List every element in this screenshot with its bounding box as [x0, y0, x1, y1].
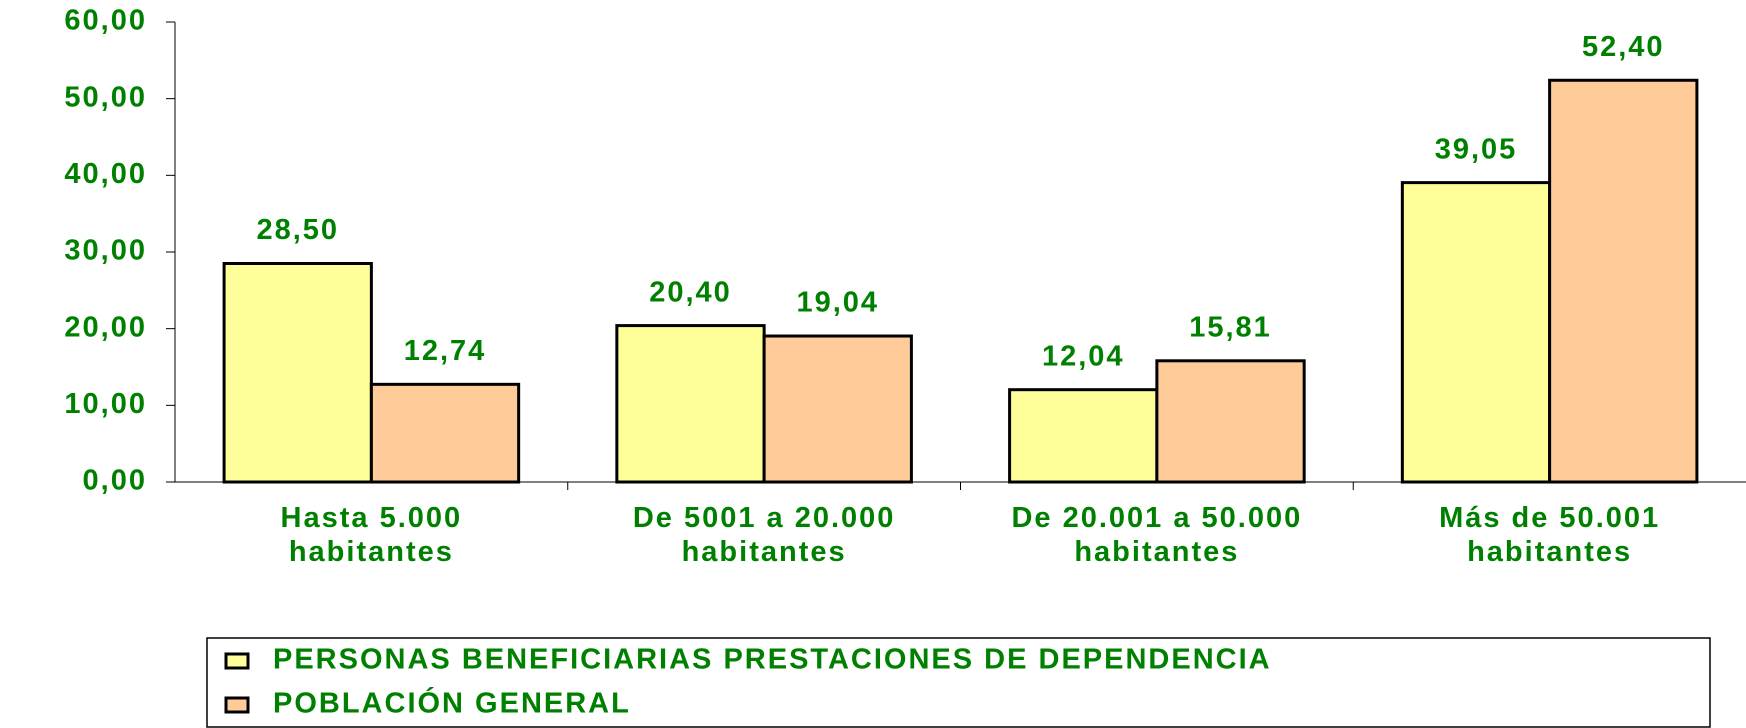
x-tick-label: De 5001 a 20.000 habitantes — [632, 502, 896, 568]
legend-label: PERSONAS BENEFICIARIAS PRESTACIONES DE D… — [273, 644, 1272, 676]
legend-box — [206, 637, 1711, 728]
bar — [222, 262, 373, 484]
bar — [1400, 181, 1552, 484]
bar — [369, 382, 521, 484]
value-label: 12,04 — [1042, 340, 1125, 372]
y-tick-label: 30,00 — [64, 235, 147, 267]
legend-label: POBLACIÓN GENERAL — [273, 686, 631, 720]
value-label: 52,40 — [1582, 31, 1665, 63]
bar — [1155, 359, 1306, 484]
legend-swatch — [224, 652, 250, 670]
value-label: 19,04 — [796, 287, 879, 319]
bar — [762, 334, 913, 484]
y-tick-label: 40,00 — [64, 158, 147, 190]
value-label: 12,74 — [404, 335, 487, 367]
y-tick-label: 0,00 — [83, 465, 147, 497]
value-label: 28,50 — [256, 214, 339, 246]
bar — [615, 324, 766, 484]
y-tick-label: 60,00 — [64, 5, 147, 37]
x-tick-label: Hasta 5.000 habitantes — [280, 502, 463, 568]
y-tick-label: 50,00 — [64, 81, 147, 113]
x-tick-label: Más de 50.001 habitantes — [1439, 502, 1661, 568]
y-tick-label: 20,00 — [64, 311, 147, 343]
y-tick-label: 10,00 — [64, 388, 147, 420]
bar — [1008, 388, 1159, 484]
legend-swatch — [224, 696, 250, 714]
value-label: 20,40 — [649, 276, 732, 308]
x-tick-label: De 20.001 a 50.000 habitantes — [1011, 502, 1303, 568]
value-label: 39,05 — [1435, 133, 1518, 165]
bar — [1548, 78, 1699, 484]
value-label: 15,81 — [1189, 311, 1272, 343]
